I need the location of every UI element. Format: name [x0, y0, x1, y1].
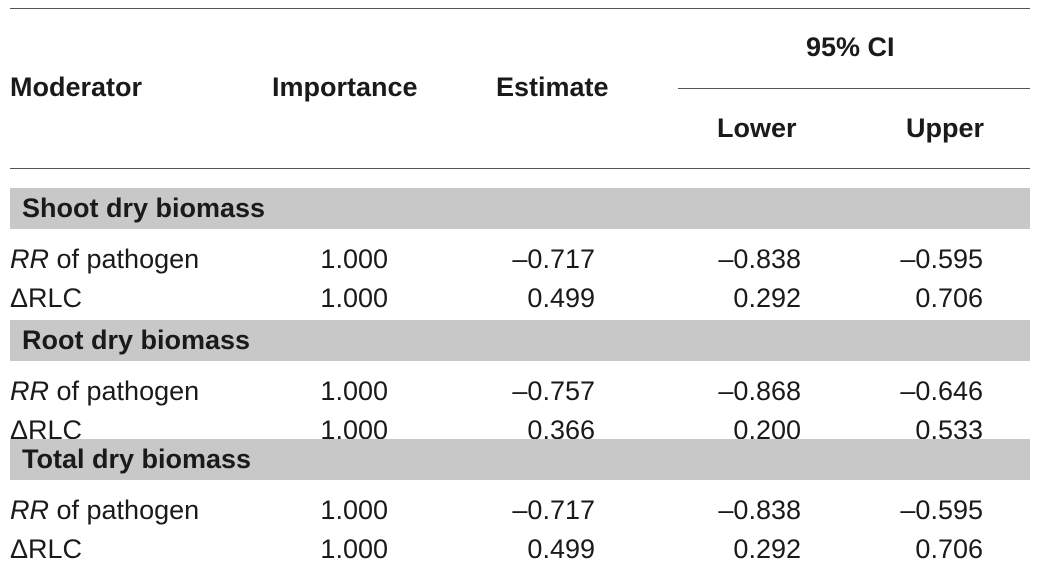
cell-importance: 1.000 — [320, 283, 388, 313]
table-row: ΔRLC 1.000 0.499 0.292 0.706 — [0, 283, 1039, 321]
cell-moderator: RR of pathogen — [10, 244, 199, 275]
section-title: Total dry biomass — [22, 444, 252, 474]
section-title: Root dry biomass — [22, 325, 251, 355]
moderator-text: ΔRLC — [10, 534, 83, 564]
moderator-text: ΔRLC — [10, 283, 83, 313]
header-lower: Lower — [717, 113, 797, 143]
moderator-italic: RR — [10, 244, 49, 274]
cell-estimate: –0.717 — [512, 244, 595, 274]
header-bottom-rule — [10, 168, 1030, 169]
table-row: RR of pathogen 1.000 –0.757 –0.868 –0.646 — [0, 376, 1039, 414]
table-top-rule — [10, 8, 1030, 9]
table-row: RR of pathogen 1.000 –0.717 –0.838 –0.595 — [0, 495, 1039, 533]
cell-importance: 1.000 — [320, 534, 388, 564]
section-header: Shoot dry biomass — [10, 188, 1030, 229]
cell-lower: 0.292 — [733, 534, 801, 564]
moderator-text: of pathogen — [49, 495, 200, 525]
cell-moderator: ΔRLC — [10, 534, 82, 565]
cell-upper: –0.595 — [900, 495, 983, 525]
section-header: Root dry biomass — [10, 320, 1030, 361]
cell-estimate: 0.499 — [527, 534, 595, 564]
header-upper: Upper — [906, 113, 985, 143]
ci-group-rule — [678, 88, 1030, 89]
cell-lower: –0.838 — [718, 495, 801, 525]
cell-lower: –0.838 — [718, 244, 801, 274]
section-title: Shoot dry biomass — [22, 193, 266, 223]
cell-estimate: –0.757 — [512, 376, 595, 406]
cell-importance: 1.000 — [320, 244, 388, 274]
moderator-italic: RR — [10, 376, 49, 406]
cell-lower: –0.868 — [718, 376, 801, 406]
moderator-text: of pathogen — [49, 376, 200, 406]
cell-upper: 0.706 — [915, 534, 983, 564]
cell-estimate: –0.717 — [512, 495, 595, 525]
cell-moderator: RR of pathogen — [10, 495, 199, 526]
cell-upper: –0.646 — [900, 376, 983, 406]
cell-estimate: 0.499 — [527, 283, 595, 313]
moderator-text: of pathogen — [49, 244, 200, 274]
cell-moderator: ΔRLC — [10, 283, 82, 314]
header-ci-group: 95% CI — [806, 32, 895, 62]
cell-lower: 0.292 — [733, 283, 801, 313]
header-estimate: Estimate — [496, 72, 609, 102]
table-row: RR of pathogen 1.000 –0.717 –0.838 –0.595 — [0, 244, 1039, 282]
cell-upper: 0.706 — [915, 283, 983, 313]
header-moderator: Moderator — [10, 72, 143, 102]
moderator-italic: RR — [10, 495, 49, 525]
cell-upper: –0.595 — [900, 244, 983, 274]
section-header: Total dry biomass — [10, 439, 1030, 480]
table-row: ΔRLC 1.000 0.499 0.292 0.706 — [0, 534, 1039, 572]
cell-importance: 1.000 — [320, 376, 388, 406]
cell-moderator: RR of pathogen — [10, 376, 199, 407]
header-importance: Importance — [272, 72, 418, 102]
cell-importance: 1.000 — [320, 495, 388, 525]
